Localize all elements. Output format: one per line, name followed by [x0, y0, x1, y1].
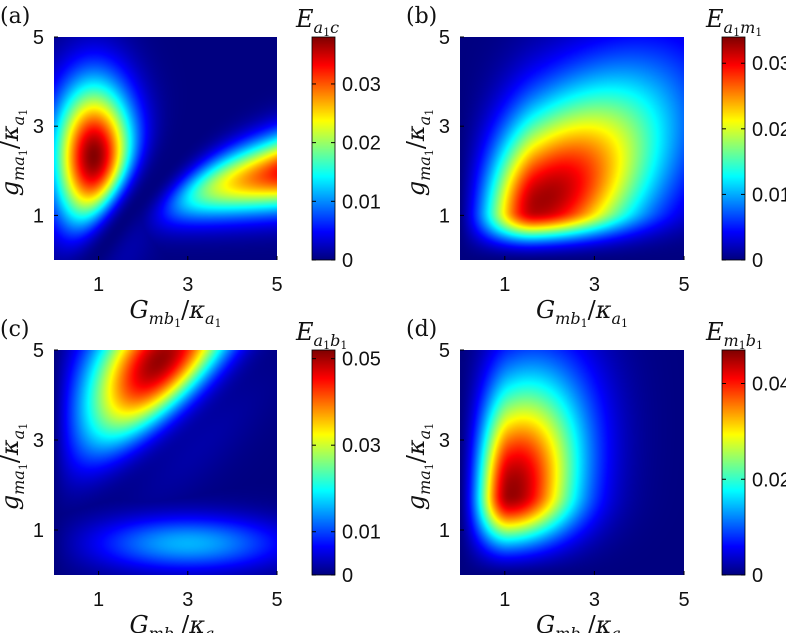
x-tick-label: 5 — [678, 274, 689, 296]
heatmap-image — [460, 37, 684, 260]
heatmap-image — [54, 350, 277, 575]
x-axis-label: Gmb1/κa1 — [130, 296, 222, 330]
colorbar — [722, 350, 745, 575]
y-tick-label: 1 — [439, 205, 450, 227]
panel-b: 1 3 5135(b)Gmb1/κa1gma1/κa100.010.020.03Ea… — [402, 4, 786, 330]
colorbar-tick-label: 0.04 — [752, 374, 786, 396]
colorbar-title: Ea1b1 — [295, 318, 347, 352]
x-axis-label: Gmb1/κa1 — [130, 611, 222, 633]
colorbar-frame — [721, 36, 746, 261]
colorbar-frame — [311, 36, 336, 261]
colorbar — [722, 37, 745, 260]
colorbar-tick-label: 0.02 — [752, 469, 786, 491]
panel-a: 135135(a)Gmb1/κa1gma1/κa100.010.020.03Ea… — [0, 4, 381, 330]
colorbar-tick-label: 0.01 — [342, 191, 381, 213]
colorbar-tick-label: 0.05 — [342, 349, 381, 371]
x-axis-label: Gmb1/κa1 — [536, 296, 628, 330]
colorbar-tick-label: 0.02 — [752, 119, 786, 141]
x-tick-label: 1 — [93, 589, 104, 611]
colorbar — [312, 37, 335, 260]
x-tick-label: 1 — [499, 589, 510, 611]
x-tick-label: 5 — [678, 589, 689, 611]
colorbar-tick-label: 0 — [752, 250, 763, 272]
y-tick-label: 3 — [439, 430, 450, 452]
panel-c: 135135(c)Gmb1/κa1gma1/κa100.010.030.05Ea… — [0, 317, 381, 633]
y-tick-label: 5 — [33, 340, 44, 362]
colorbar-title: Em1b1 — [705, 318, 763, 352]
colorbar-tick-label: 0.01 — [342, 522, 381, 544]
y-tick-label: 5 — [33, 27, 44, 49]
x-tick-label: 1 — [499, 274, 510, 296]
x-tick-label: 3 — [589, 589, 600, 611]
y-tick-label: 1 — [439, 520, 450, 542]
colorbar-title: Ea1m1 — [705, 5, 762, 39]
heatmap-image — [54, 37, 277, 260]
y-axis-label: gma1/κa1 — [402, 423, 436, 510]
colorbar-tick-label: 0 — [752, 565, 763, 587]
y-axis-label: gma1/κa1 — [0, 423, 30, 510]
panel-label: (d) — [406, 317, 437, 342]
y-tick-label: 5 — [439, 27, 450, 49]
panel-label: (b) — [406, 4, 437, 29]
heatmap-image — [460, 350, 684, 575]
x-tick-label: 3 — [182, 274, 193, 296]
colorbar-tick-label: 0.03 — [342, 435, 381, 457]
x-tick-label: 3 — [589, 274, 600, 296]
y-tick-label: 5 — [439, 340, 450, 362]
panel-label: (a) — [0, 4, 30, 29]
y-axis-label: gma1/κa1 — [402, 109, 436, 196]
x-tick-label: 5 — [271, 274, 282, 296]
colorbar-frame — [721, 349, 746, 576]
panel-label: (c) — [0, 317, 30, 342]
x-tick-label: 3 — [182, 589, 193, 611]
y-tick-label: 3 — [439, 116, 450, 138]
colorbar-tick-label: 0.01 — [752, 184, 786, 206]
y-tick-label: 3 — [33, 116, 44, 138]
y-tick-label: 1 — [33, 520, 44, 542]
x-axis-label: Gmb1/κa1 — [536, 611, 628, 633]
colorbar-tick-label: 0 — [342, 250, 353, 272]
x-tick-label: 5 — [271, 589, 282, 611]
x-tick-label: 1 — [93, 274, 104, 296]
y-tick-label: 3 — [33, 430, 44, 452]
colorbar — [312, 350, 335, 575]
colorbar-tick-label: 0.03 — [342, 74, 381, 96]
colorbar-tick-label: 0.03 — [752, 53, 786, 75]
colorbar-frame — [311, 349, 336, 576]
colorbar-tick-label: 0.02 — [342, 133, 381, 155]
y-axis-label: gma1/κa1 — [0, 109, 30, 196]
colorbar-title: Ea1c — [295, 5, 339, 39]
colorbar-tick-label: 0 — [342, 565, 353, 587]
y-tick-label: 1 — [33, 205, 44, 227]
